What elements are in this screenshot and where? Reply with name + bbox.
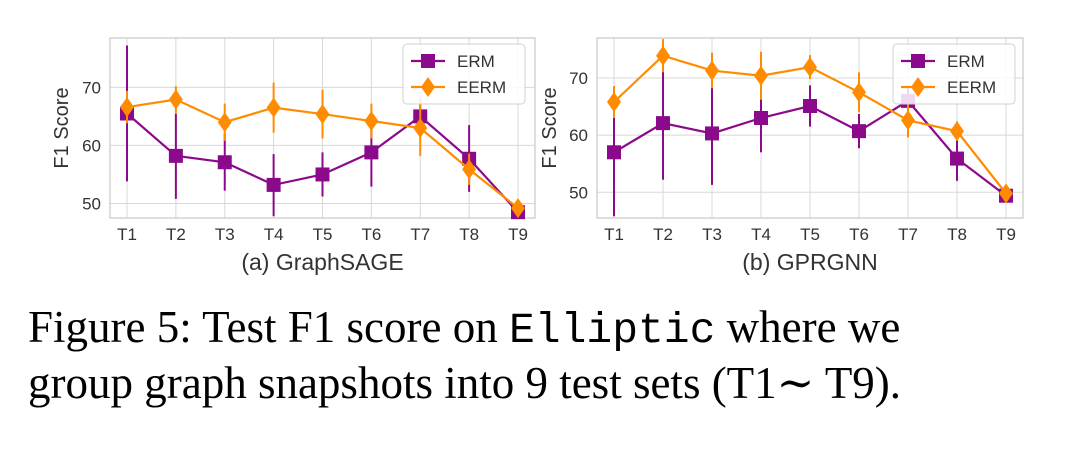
figure-caption-line2: group graph snapshots into 9 test sets (… [28,356,1068,410]
caption-prefix: Figure 5: Test F1 score on [28,302,509,352]
data-point [852,124,866,139]
data-point [462,159,477,180]
data-point [413,118,428,138]
x-tick-label: T3 [702,225,722,244]
data-point [364,111,379,132]
data-point [803,99,817,113]
x-tick-label: T9 [508,225,528,244]
x-tick-label: T4 [751,225,771,244]
y-tick-label: 70 [82,78,101,97]
plot-frame [109,37,536,219]
figure-charts: 50 60 70 T1 T2 T3 T4 T5 T6 T7 T8 T9 F1 Score (a) Grap… [51,37,1024,275]
data-point [168,148,183,163]
legend-marker [911,54,925,68]
data-point [950,151,964,166]
data-point [607,145,621,160]
x-tick-label: T1 [604,225,624,244]
caption-dataset: Elliptic [508,306,716,355]
series-eerm [120,82,525,219]
data-point [511,198,525,219]
plot-frame [596,37,1024,219]
x-tick-label: T7 [410,225,430,244]
x-tick-label: T8 [459,225,479,244]
data-point [266,97,281,118]
data-point [705,60,719,81]
data-point [656,116,670,131]
data-point [754,111,768,125]
data-point [852,82,866,103]
x-tick-label: T8 [947,225,967,244]
x-tick-label: T4 [264,225,284,244]
data-point [607,92,621,112]
x-tick-label: T3 [215,225,235,244]
legend-marker [911,77,925,97]
legend-marker [421,77,435,97]
x-tick-label: T9 [996,225,1016,244]
x-tick-label: T7 [898,225,918,244]
y-axis-label: F1 Score [539,87,561,168]
chart-panel-1: 50 60 70 T1 T2 T3 T4 T5 T6 T7 T8 T9 F1 Score (a) Grap… [51,37,536,275]
chart-subtitle: (a) GraphSAGE [241,249,403,275]
legend: ERM EERM [402,43,526,105]
figure-caption: Figure 5: Test F1 score on Elliptic wher… [28,300,1068,358]
series-eerm [607,39,1013,204]
data-point [315,167,330,182]
data-point [217,112,232,133]
legend: ERM EERM [892,43,1016,105]
x-tick-label: T5 [800,225,820,244]
caption-suffix: where we [715,302,901,352]
x-tick-label: T5 [313,225,333,244]
x-tick-label: T6 [849,225,869,244]
x-tick-label: T2 [653,225,673,244]
x-tick-label: T2 [166,225,186,244]
data-point [217,155,232,170]
data-point [168,89,183,110]
x-tick-label: T6 [361,225,381,244]
y-tick-label: 60 [569,126,588,145]
y-tick-label: 50 [569,183,588,202]
data-point [364,145,379,160]
data-point [754,65,768,86]
data-point [901,110,915,131]
y-axis-label: F1 Score [51,87,73,168]
y-tick-label: 50 [82,194,101,213]
data-point [315,104,330,125]
data-point [705,126,719,141]
legend-label: EERM [457,78,506,97]
data-point [656,45,670,66]
y-tick-label: 70 [569,69,588,88]
chart-subtitle: (b) GPRGNN [742,249,877,275]
data-point [999,183,1013,204]
legend-marker [421,54,435,68]
legend-label: EERM [947,78,996,97]
data-point [120,97,134,118]
caption-line2: group graph snapshots into 9 test sets (… [28,358,902,408]
legend-label: ERM [457,52,495,71]
data-point [950,121,964,142]
legend-label: ERM [947,52,985,71]
data-point [266,177,281,192]
y-tick-label: 60 [82,136,101,155]
x-tick-label: T1 [117,225,137,244]
chart-panel-2: 50 60 70 T1 T2 T3 T4 T5 T6 T7 T8 T9 F1 Score (b) GPRG… [539,37,1024,275]
data-point [803,57,817,78]
